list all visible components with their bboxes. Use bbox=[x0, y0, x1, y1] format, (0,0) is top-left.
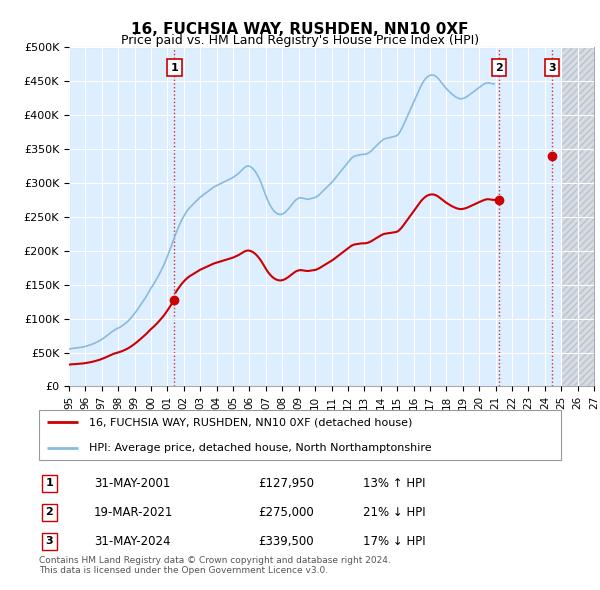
Text: 3: 3 bbox=[548, 63, 556, 73]
Text: 31-MAY-2024: 31-MAY-2024 bbox=[94, 535, 170, 548]
Text: 21% ↓ HPI: 21% ↓ HPI bbox=[364, 506, 426, 519]
Text: 1: 1 bbox=[170, 63, 178, 73]
Text: 3: 3 bbox=[46, 536, 53, 546]
Text: 2: 2 bbox=[46, 507, 53, 517]
Text: 31-MAY-2001: 31-MAY-2001 bbox=[94, 477, 170, 490]
Text: £275,000: £275,000 bbox=[258, 506, 314, 519]
Text: £339,500: £339,500 bbox=[258, 535, 313, 548]
Text: £127,950: £127,950 bbox=[258, 477, 314, 490]
Text: 2: 2 bbox=[495, 63, 503, 73]
Text: Contains HM Land Registry data © Crown copyright and database right 2024.: Contains HM Land Registry data © Crown c… bbox=[39, 556, 391, 565]
Text: 13% ↑ HPI: 13% ↑ HPI bbox=[364, 477, 426, 490]
Text: 17% ↓ HPI: 17% ↓ HPI bbox=[364, 535, 426, 548]
FancyBboxPatch shape bbox=[38, 410, 562, 460]
Bar bbox=[561, 47, 594, 386]
Text: HPI: Average price, detached house, North Northamptonshire: HPI: Average price, detached house, Nort… bbox=[89, 443, 431, 453]
Text: 16, FUCHSIA WAY, RUSHDEN, NN10 0XF: 16, FUCHSIA WAY, RUSHDEN, NN10 0XF bbox=[131, 22, 469, 37]
Text: Price paid vs. HM Land Registry's House Price Index (HPI): Price paid vs. HM Land Registry's House … bbox=[121, 34, 479, 47]
Text: 16, FUCHSIA WAY, RUSHDEN, NN10 0XF (detached house): 16, FUCHSIA WAY, RUSHDEN, NN10 0XF (deta… bbox=[89, 417, 412, 427]
Text: 19-MAR-2021: 19-MAR-2021 bbox=[94, 506, 173, 519]
Text: 1: 1 bbox=[46, 478, 53, 488]
Text: This data is licensed under the Open Government Licence v3.0.: This data is licensed under the Open Gov… bbox=[39, 566, 328, 575]
